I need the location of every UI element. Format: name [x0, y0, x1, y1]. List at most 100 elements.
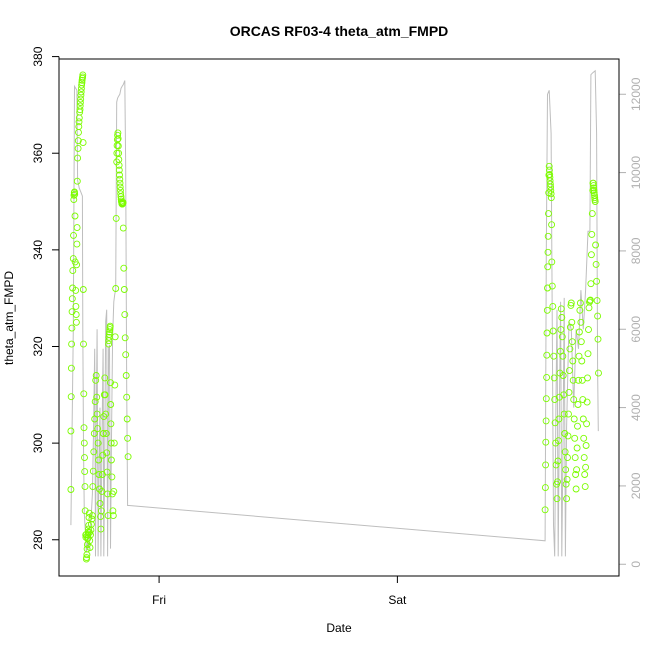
- data-point: [104, 490, 112, 498]
- data-point: [578, 357, 586, 365]
- data-point: [542, 417, 550, 425]
- data-point: [559, 352, 567, 360]
- chart-title: ORCAS RF03-4 theta_atm_FMPD: [230, 23, 449, 39]
- data-point: [112, 214, 120, 222]
- data-point: [566, 323, 574, 331]
- data-point: [74, 137, 82, 145]
- data-point: [108, 473, 116, 481]
- data-point: [114, 131, 122, 139]
- data-point: [583, 398, 591, 406]
- data-point: [548, 282, 556, 290]
- data-point: [563, 495, 571, 503]
- data-point: [591, 198, 599, 205]
- data-point: [104, 512, 112, 520]
- data-point: [72, 302, 80, 310]
- data-point: [107, 420, 115, 428]
- data-point: [593, 277, 601, 285]
- data-point: [557, 305, 565, 313]
- altitude-line: [70, 69, 599, 557]
- data-point: [543, 351, 551, 359]
- y-tick-label: 380: [31, 46, 45, 66]
- data-point: [580, 454, 588, 462]
- data-point: [565, 388, 573, 396]
- data-point: [558, 314, 566, 321]
- data-point: [571, 454, 579, 462]
- data-point: [68, 340, 76, 348]
- data-point: [550, 374, 558, 382]
- data-point: [542, 395, 550, 403]
- data-point: [566, 345, 574, 353]
- data-point: [590, 184, 598, 192]
- data-point: [94, 425, 102, 433]
- data-point: [120, 286, 128, 293]
- data-point: [90, 448, 98, 456]
- data-point: [98, 487, 106, 495]
- data-point: [94, 439, 102, 447]
- data-point: [107, 401, 115, 408]
- data-point: [555, 437, 562, 445]
- data-point: [109, 507, 117, 515]
- data-point: [106, 322, 114, 330]
- data-point: [586, 297, 594, 305]
- data-point: [574, 401, 582, 408]
- y2-tick-label: 2000: [629, 472, 643, 499]
- data-point: [555, 415, 563, 423]
- data-point: [72, 286, 80, 294]
- data-point: [115, 166, 123, 174]
- y-tick-label: 280: [31, 529, 45, 549]
- data-point: [565, 410, 572, 418]
- data-point: [122, 351, 130, 359]
- data-point: [587, 280, 595, 288]
- data-point: [111, 333, 119, 341]
- data-point: [562, 480, 570, 488]
- data-point: [584, 374, 591, 382]
- data-point: [88, 512, 96, 520]
- data-point: [114, 142, 122, 150]
- x-tick-label: Sat: [388, 593, 407, 607]
- data-point: [112, 285, 120, 292]
- data-point: [72, 318, 80, 326]
- data-point: [542, 438, 550, 446]
- data-point: [86, 544, 94, 551]
- data-point: [580, 434, 588, 442]
- data-point: [558, 333, 566, 341]
- data-point: [115, 161, 123, 169]
- data-point: [74, 154, 82, 162]
- data-point: [570, 415, 578, 423]
- data-point: [545, 162, 553, 170]
- data-point: [595, 369, 602, 377]
- data-point: [586, 296, 594, 304]
- y2-tick-label: 10000: [629, 156, 643, 190]
- data-point: [105, 340, 113, 348]
- data-point: [543, 329, 551, 337]
- data-point: [590, 189, 598, 197]
- data-point: [554, 478, 561, 486]
- data-point: [83, 554, 91, 562]
- data-point: [552, 461, 560, 469]
- data-point: [91, 398, 99, 406]
- data-point: [564, 432, 572, 440]
- data-point: [101, 374, 109, 382]
- data-point: [573, 466, 581, 474]
- data-point: [103, 449, 111, 457]
- data-point: [73, 240, 81, 248]
- data-point: [116, 183, 124, 191]
- data-point: [117, 190, 125, 198]
- data-point: [577, 338, 585, 346]
- data-point: [567, 301, 575, 309]
- data-point: [585, 326, 592, 334]
- data-point: [67, 486, 75, 493]
- data-point: [594, 312, 602, 320]
- y2-tick-label: 12000: [629, 77, 643, 111]
- data-point: [71, 188, 78, 196]
- data-point: [582, 463, 590, 471]
- data-point: [76, 102, 84, 110]
- data-point: [568, 318, 576, 326]
- data-point: [119, 224, 127, 232]
- data-point: [74, 144, 82, 152]
- data-point: [80, 424, 88, 432]
- data-point: [93, 393, 101, 401]
- data-point: [67, 427, 75, 435]
- data-point: [88, 515, 96, 523]
- data-point: [79, 286, 87, 293]
